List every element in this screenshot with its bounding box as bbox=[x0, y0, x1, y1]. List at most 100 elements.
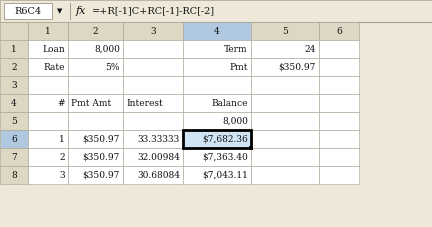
Text: 1: 1 bbox=[59, 135, 65, 143]
Text: #: # bbox=[57, 99, 65, 108]
Text: ▼: ▼ bbox=[57, 8, 63, 14]
Text: $7,682.36: $7,682.36 bbox=[202, 135, 248, 143]
Bar bbox=[0, 22, 28, 40]
Bar bbox=[0, 166, 28, 184]
Bar bbox=[319, 166, 359, 184]
Bar bbox=[183, 40, 251, 58]
Bar bbox=[0, 58, 28, 76]
Bar bbox=[68, 94, 123, 112]
Text: 7: 7 bbox=[11, 153, 17, 161]
Bar bbox=[183, 22, 251, 40]
Bar bbox=[28, 112, 68, 130]
Bar bbox=[123, 22, 183, 40]
Bar bbox=[251, 58, 319, 76]
Bar bbox=[319, 130, 359, 148]
Text: Term: Term bbox=[224, 44, 248, 54]
Bar bbox=[319, 40, 359, 58]
Bar bbox=[123, 94, 183, 112]
Text: 4: 4 bbox=[11, 99, 17, 108]
Bar bbox=[319, 22, 359, 40]
Bar bbox=[319, 58, 359, 76]
Bar bbox=[28, 94, 68, 112]
Bar bbox=[319, 76, 359, 94]
Bar bbox=[319, 112, 359, 130]
Bar bbox=[123, 76, 183, 94]
Bar bbox=[68, 148, 123, 166]
Bar bbox=[0, 130, 28, 148]
Bar bbox=[183, 130, 251, 148]
Text: R6C4: R6C4 bbox=[14, 7, 41, 15]
Text: 1: 1 bbox=[45, 27, 51, 35]
Bar bbox=[123, 130, 183, 148]
Bar bbox=[0, 0, 432, 22]
Text: 2: 2 bbox=[59, 153, 65, 161]
Bar bbox=[251, 40, 319, 58]
Bar bbox=[68, 76, 123, 94]
Text: $350.97: $350.97 bbox=[279, 62, 316, 72]
Bar bbox=[28, 148, 68, 166]
Bar bbox=[68, 22, 123, 40]
Bar bbox=[28, 58, 68, 76]
Text: $350.97: $350.97 bbox=[83, 170, 120, 180]
Text: 4: 4 bbox=[214, 27, 220, 35]
Bar bbox=[251, 130, 319, 148]
Bar bbox=[123, 112, 183, 130]
Text: $7,043.11: $7,043.11 bbox=[202, 170, 248, 180]
Text: 8,000: 8,000 bbox=[94, 44, 120, 54]
Text: 3: 3 bbox=[150, 27, 156, 35]
Text: 5%: 5% bbox=[105, 62, 120, 72]
Text: Balance: Balance bbox=[212, 99, 248, 108]
Bar bbox=[28, 166, 68, 184]
Text: $7,363.40: $7,363.40 bbox=[202, 153, 248, 161]
Bar bbox=[183, 130, 251, 148]
Text: 24: 24 bbox=[305, 44, 316, 54]
Bar bbox=[123, 148, 183, 166]
Text: Rate: Rate bbox=[44, 62, 65, 72]
Bar bbox=[251, 166, 319, 184]
Text: =+R[-1]C+RC[-1]-RC[-2]: =+R[-1]C+RC[-1]-RC[-2] bbox=[92, 7, 215, 15]
Bar bbox=[251, 76, 319, 94]
Bar bbox=[251, 112, 319, 130]
Bar bbox=[123, 40, 183, 58]
Bar bbox=[183, 148, 251, 166]
Text: 33.33333: 33.33333 bbox=[138, 135, 180, 143]
Bar bbox=[249, 146, 253, 150]
Text: Pmt Amt: Pmt Amt bbox=[71, 99, 111, 108]
Bar bbox=[123, 58, 183, 76]
Bar bbox=[319, 148, 359, 166]
Text: 1: 1 bbox=[11, 44, 17, 54]
Text: 6: 6 bbox=[336, 27, 342, 35]
Text: $350.97: $350.97 bbox=[83, 135, 120, 143]
Text: 3: 3 bbox=[59, 170, 65, 180]
Bar bbox=[183, 166, 251, 184]
Text: 5: 5 bbox=[282, 27, 288, 35]
Text: 8: 8 bbox=[11, 170, 17, 180]
Bar bbox=[183, 58, 251, 76]
Text: fx: fx bbox=[76, 6, 86, 16]
Bar bbox=[0, 94, 28, 112]
Bar bbox=[251, 94, 319, 112]
Bar bbox=[0, 40, 28, 58]
Text: 3: 3 bbox=[11, 81, 17, 89]
Bar bbox=[68, 166, 123, 184]
Bar bbox=[0, 148, 28, 166]
Bar bbox=[68, 112, 123, 130]
Text: 32.00984: 32.00984 bbox=[137, 153, 180, 161]
Bar bbox=[68, 130, 123, 148]
Bar bbox=[183, 94, 251, 112]
Text: 5: 5 bbox=[11, 116, 17, 126]
Bar bbox=[0, 76, 28, 94]
Bar bbox=[251, 148, 319, 166]
Bar bbox=[28, 130, 68, 148]
Bar bbox=[0, 112, 28, 130]
Text: 8,000: 8,000 bbox=[222, 116, 248, 126]
Bar bbox=[68, 58, 123, 76]
Bar bbox=[28, 40, 68, 58]
Text: 6: 6 bbox=[11, 135, 17, 143]
Text: 2: 2 bbox=[11, 62, 17, 72]
Bar bbox=[28, 22, 68, 40]
Bar bbox=[68, 40, 123, 58]
Bar bbox=[319, 94, 359, 112]
Bar bbox=[183, 112, 251, 130]
Text: Interest: Interest bbox=[126, 99, 163, 108]
